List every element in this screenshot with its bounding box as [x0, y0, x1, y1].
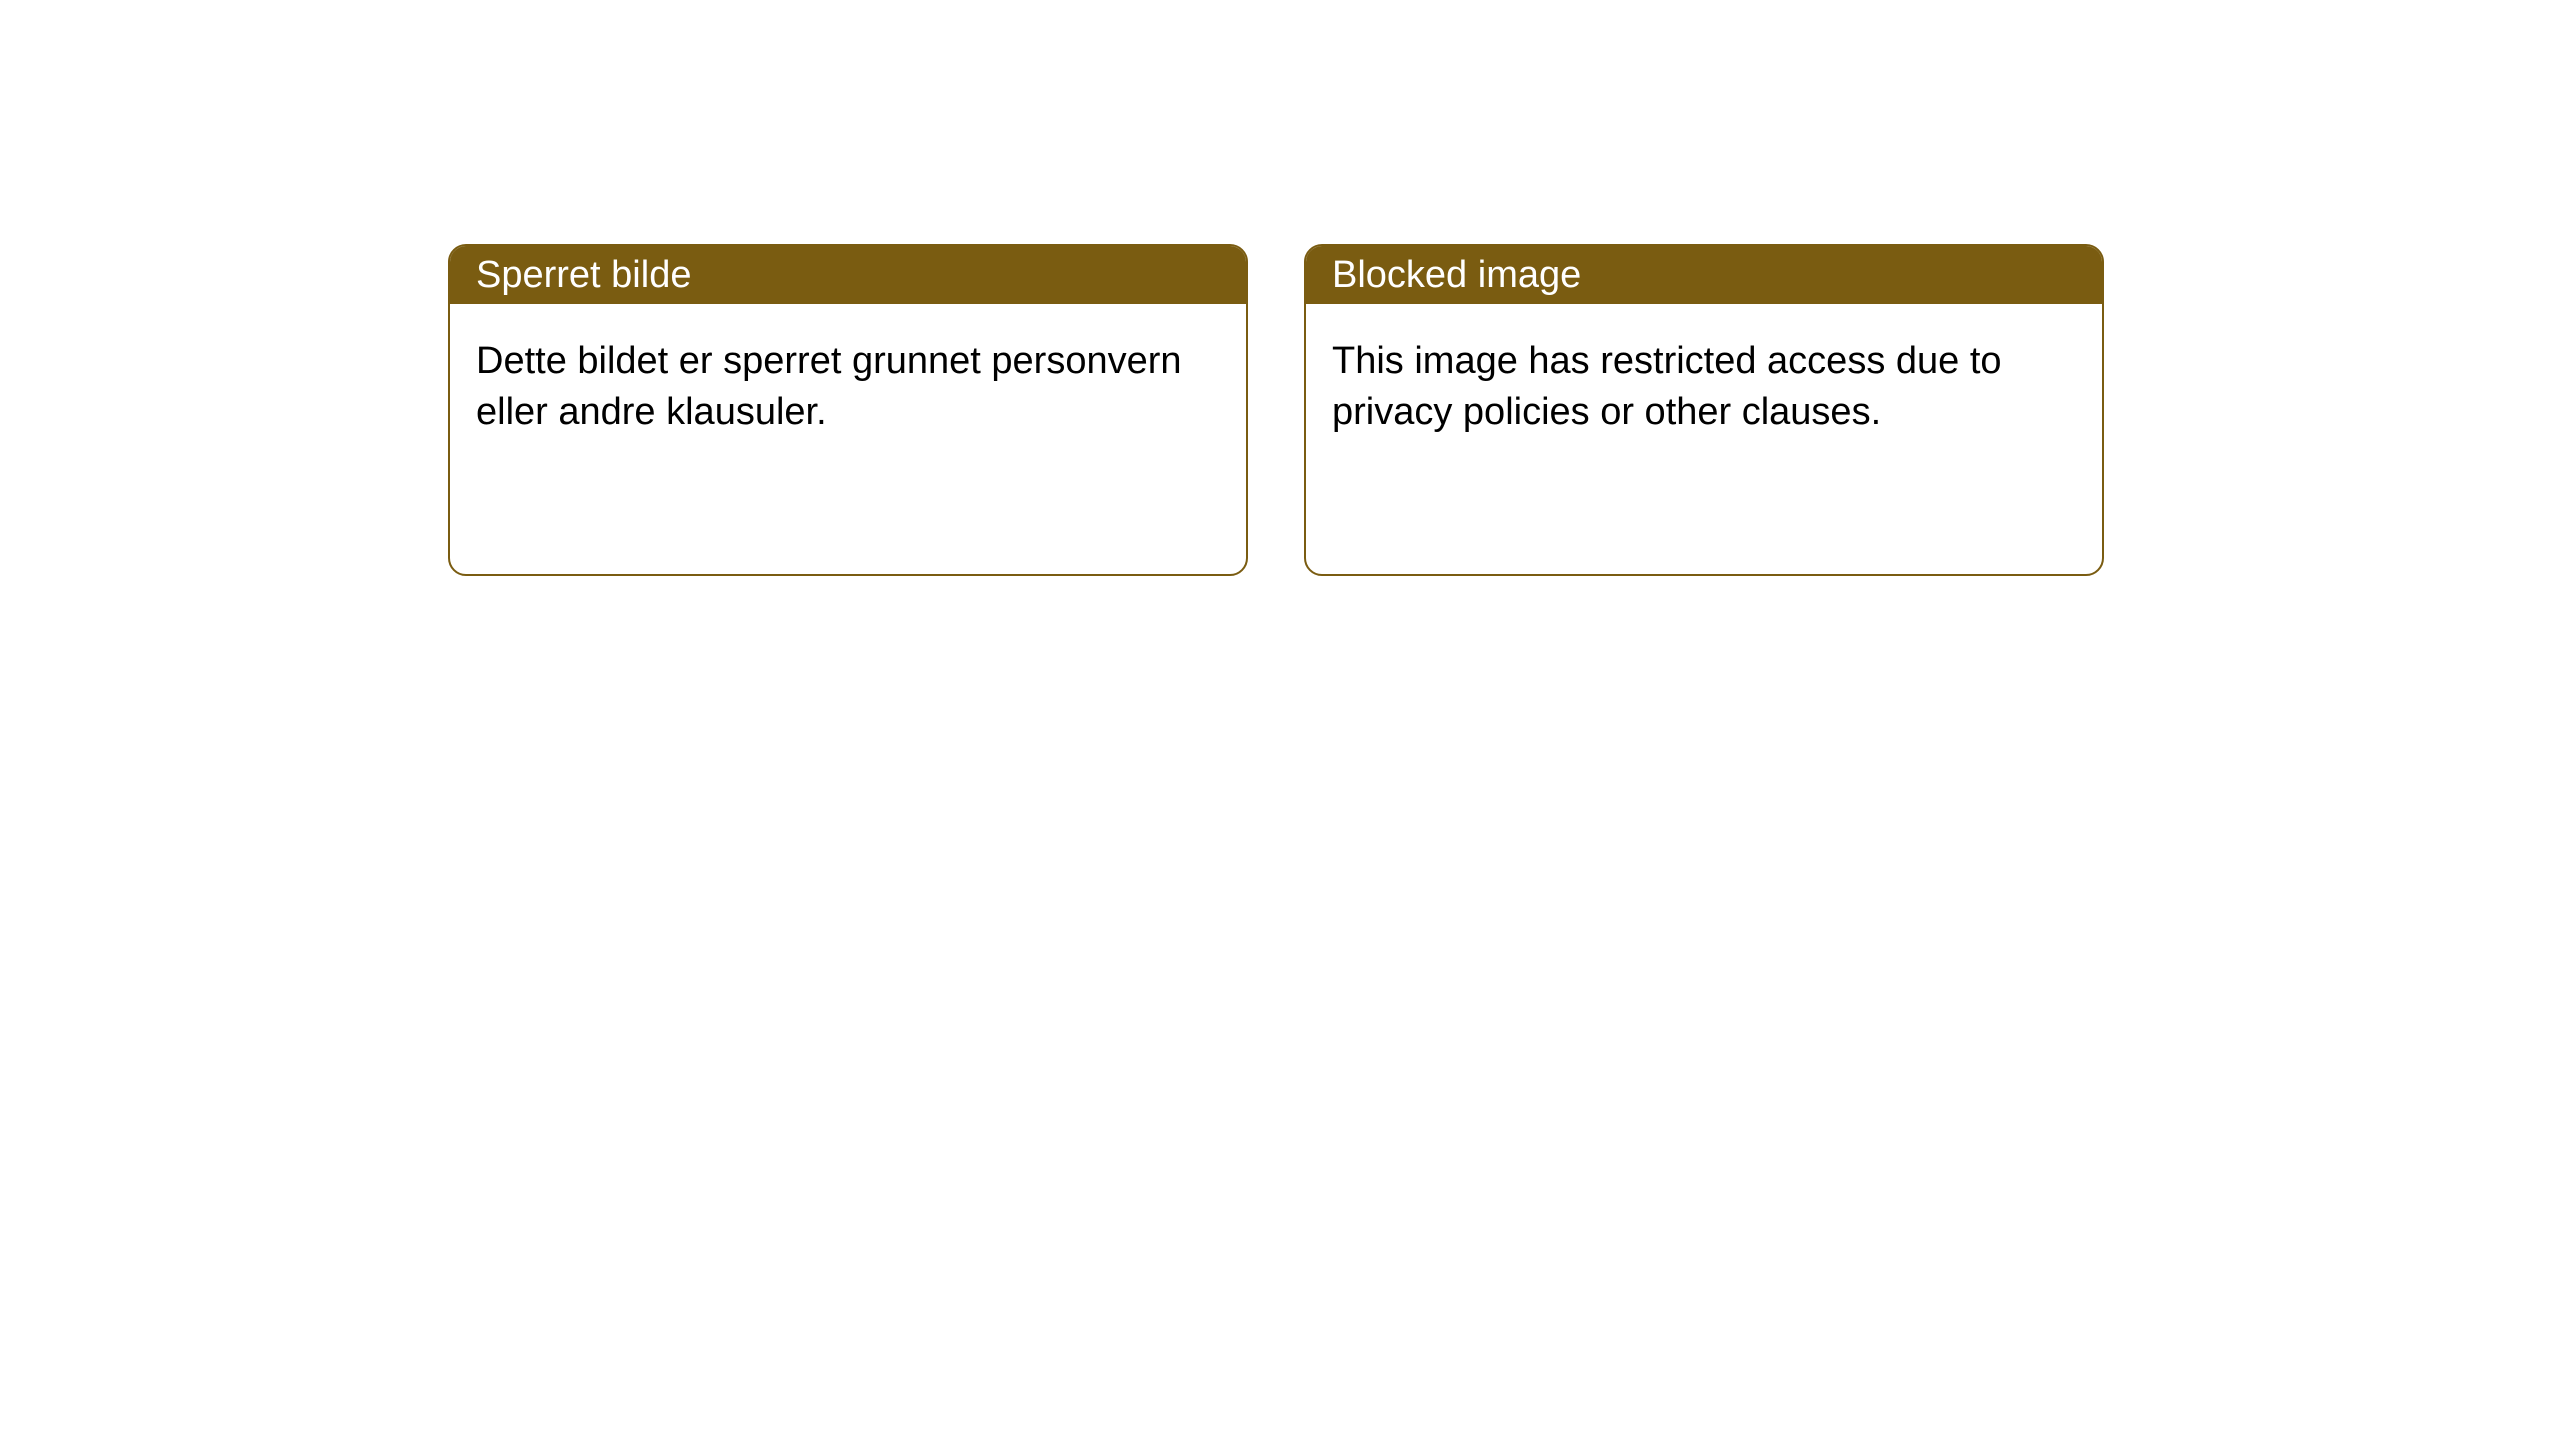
notice-body-norwegian: Dette bildet er sperret grunnet personve… [450, 304, 1246, 471]
notice-card-english: Blocked image This image has restricted … [1304, 244, 2104, 576]
notice-title-english: Blocked image [1306, 246, 2102, 304]
notice-body-english: This image has restricted access due to … [1306, 304, 2102, 471]
notice-title-norwegian: Sperret bilde [450, 246, 1246, 304]
notice-card-norwegian: Sperret bilde Dette bildet er sperret gr… [448, 244, 1248, 576]
notice-container: Sperret bilde Dette bildet er sperret gr… [0, 0, 2560, 576]
